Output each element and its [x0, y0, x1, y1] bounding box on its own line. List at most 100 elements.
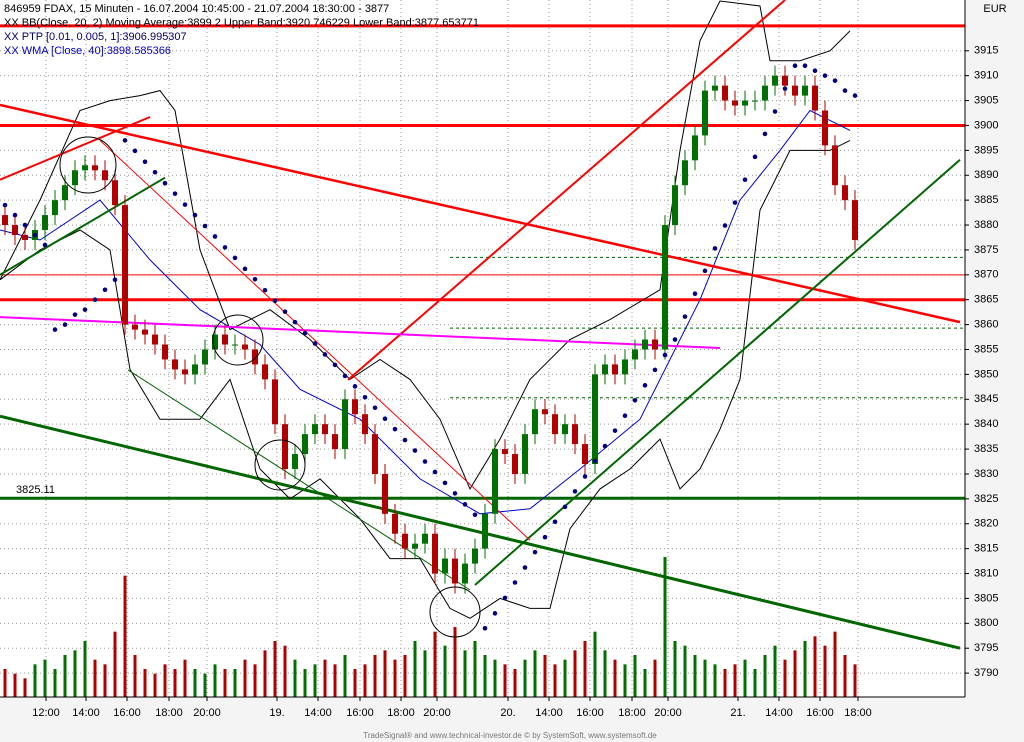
y-tick-label: 3820: [974, 518, 998, 530]
candle-body: [732, 100, 738, 106]
trend-line: [127, 369, 471, 591]
candle-body: [162, 344, 168, 360]
candle-body: [682, 160, 688, 186]
candle-body: [772, 75, 778, 86]
candle-body: [302, 434, 308, 455]
candle-body: [792, 85, 798, 96]
volume-bar: [193, 669, 197, 697]
ptp-dot: [552, 519, 558, 525]
volume-bar: [163, 664, 167, 697]
candle-body: [852, 200, 858, 240]
candle-body: [272, 379, 278, 425]
ptp-dot: [352, 384, 358, 389]
currency-label: EUR: [983, 3, 1006, 15]
candle-body: [592, 374, 598, 465]
volume-bar: [643, 669, 647, 697]
volume-bar: [73, 650, 77, 697]
circle-annotation: [254, 439, 306, 491]
indicator-line: [0, 0, 851, 490]
trend-line: [0, 414, 961, 650]
ptp-dot: [172, 191, 178, 196]
volume-bar: [293, 659, 297, 697]
candle-body: [102, 170, 108, 181]
candle-body: [122, 205, 128, 325]
ptp-dot: [202, 223, 208, 229]
candle-body: [332, 434, 338, 450]
volume-bar: [473, 641, 477, 697]
ptp-dot: [282, 309, 288, 314]
ptp-dot: [212, 234, 218, 239]
ptp-dot: [102, 287, 108, 293]
candle-body: [482, 513, 488, 549]
y-tick-label: 3795: [974, 642, 998, 654]
ptp-dot: [432, 469, 438, 475]
ptp-dot: [242, 266, 248, 272]
ptp-dot: [22, 222, 28, 228]
candle-body: [602, 364, 608, 375]
y-tick-label: 3870: [974, 269, 998, 281]
ptp-dot: [482, 625, 488, 631]
ptp-dot: [802, 63, 808, 69]
candle-body: [72, 170, 78, 186]
volume-bar: [13, 673, 17, 697]
candle-body: [702, 90, 708, 136]
candle-body: [712, 85, 718, 91]
level-label: 3825.11: [16, 484, 55, 496]
candle-body: [322, 424, 328, 435]
x-tick-label: 16:00: [576, 707, 604, 719]
candle-body: [432, 533, 438, 574]
ptp-dot: [532, 549, 538, 555]
trend-line: [0, 103, 961, 324]
volume-bar: [733, 664, 737, 697]
candle-body: [582, 444, 588, 465]
y-tick-label: 3910: [974, 70, 998, 82]
x-tick-label: 18:00: [387, 707, 415, 719]
candle-body: [382, 473, 388, 514]
volume-bar: [803, 641, 807, 697]
trend-line: [347, 0, 786, 381]
y-tick-label: 3845: [974, 393, 998, 405]
ptp-dot: [222, 245, 228, 250]
x-tick-label: 14:00: [304, 707, 332, 719]
y-tick-label: 3830: [974, 468, 998, 480]
ptp-dot: [232, 255, 238, 261]
y-tick-label: 3790: [974, 667, 998, 679]
y-tick-label: 3875: [974, 244, 998, 256]
volume-bar: [633, 655, 637, 697]
candle-body: [242, 344, 248, 350]
candle-body: [632, 349, 638, 360]
volume-bar: [593, 631, 597, 697]
y-tick-label: 3835: [974, 443, 998, 455]
volume-bar: [833, 631, 837, 697]
candle-body: [142, 329, 148, 335]
y-tick-label: 3895: [974, 144, 998, 156]
ptp-dot: [72, 312, 78, 317]
volume-bar: [63, 655, 67, 697]
candle-body: [512, 454, 518, 474]
candle-body: [372, 434, 378, 474]
annotations: [59, 136, 481, 638]
candle-body: [572, 424, 578, 445]
volume-bar: [563, 659, 567, 697]
ptp-dot: [782, 86, 788, 91]
ptp-dot: [42, 242, 48, 248]
candle-body: [662, 225, 668, 350]
ptp-dot: [852, 93, 858, 98]
x-tick-label: 21.: [730, 707, 745, 719]
footer: TradeSignal® and www.technical-investor.…: [363, 731, 657, 740]
ptp-dot: [632, 397, 638, 403]
volume-bar: [233, 669, 237, 697]
trend-line: [474, 159, 961, 586]
ptp-dot: [92, 297, 98, 303]
ptp-dot: [182, 202, 188, 207]
volume-bar: [783, 659, 787, 697]
candle-body: [452, 558, 458, 584]
ptp-dot: [272, 298, 278, 304]
x-tick-label: 18:00: [155, 707, 183, 719]
right-axis-panel: [965, 0, 1024, 742]
volume-bar: [543, 655, 547, 697]
ptp-dot: [412, 448, 418, 453]
candle-body: [612, 364, 618, 375]
